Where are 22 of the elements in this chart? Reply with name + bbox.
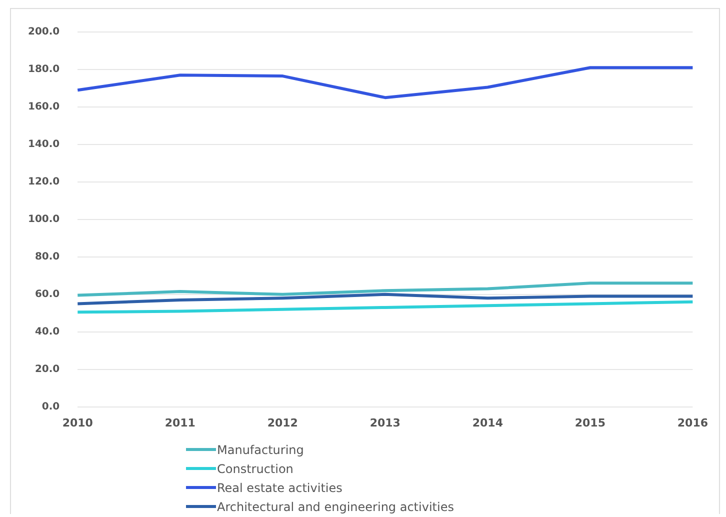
y-tick-label: 200.0	[28, 26, 60, 38]
y-tick-label: 20.0	[34, 364, 60, 375]
x-tick-label: 2016	[677, 416, 708, 430]
x-tick-label: 2012	[267, 416, 298, 430]
legend-label: Manufacturing	[217, 442, 304, 456]
legend-label: Construction	[217, 462, 294, 476]
x-tick-label: 2014	[472, 416, 504, 430]
x-tick-label: 2015	[574, 416, 606, 430]
legend-label: Real estate activities	[217, 480, 342, 494]
y-tick-label: 100.0	[28, 214, 60, 225]
y-tick-label: 160.0	[28, 102, 60, 113]
y-tick-label: 140.0	[28, 139, 60, 150]
legend-label: Architectural and engineering activities	[217, 500, 454, 514]
y-tick-label: 60.0	[34, 288, 60, 300]
x-tick-label: 2010	[62, 416, 94, 430]
y-tick-label: 40.0	[34, 326, 60, 338]
y-tick-label: 180.0	[28, 64, 60, 76]
x-tick-label: 2013	[370, 416, 400, 430]
y-tick-label: 80.0	[34, 251, 60, 262]
y-tick-label: 0.0	[42, 401, 60, 412]
y-tick-label: 120.0	[28, 176, 60, 188]
x-tick-label: 2011	[164, 416, 196, 430]
